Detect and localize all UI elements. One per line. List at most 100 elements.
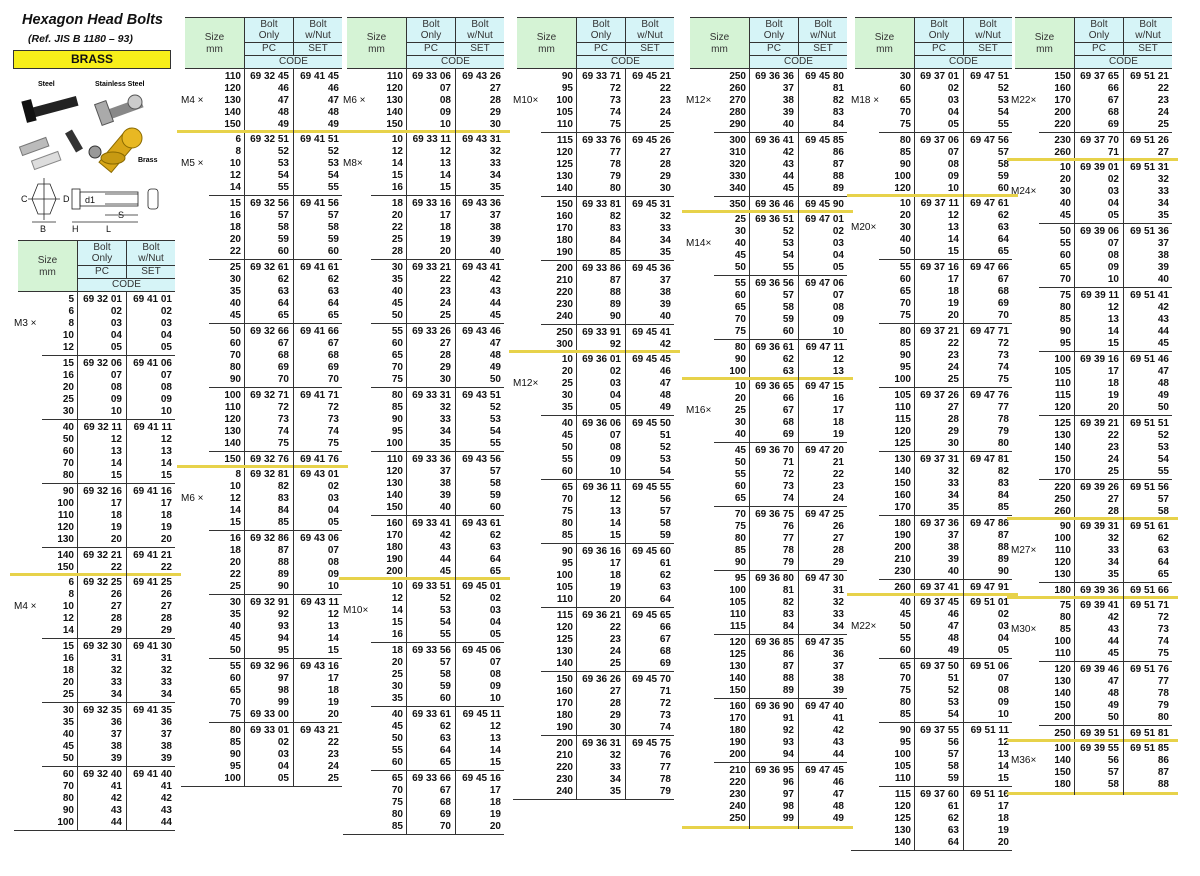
length-cell: 190 <box>556 722 573 733</box>
only-label: Only <box>763 30 785 41</box>
set-header: SET <box>455 42 504 55</box>
table-row: 180 69 39 36 69 51 66 <box>1015 585 1172 597</box>
bolt-with-nut-code-cell: 32 <box>1157 174 1169 185</box>
table-row: M22× 170 67 23 <box>1011 95 1172 107</box>
length-cell: 40 <box>62 422 74 433</box>
length-cell: 50 <box>62 434 74 445</box>
length-cell: 60 <box>734 481 746 492</box>
bolt-only-code-cell: 04 <box>277 761 289 772</box>
bolt-with-nut-code-cell: 15 <box>327 645 339 656</box>
size-group: 200 69 33 86 69 45 36 210 87 37 220 88 38 230 89 39… <box>541 260 674 324</box>
table-row: 80 69 37 06 69 47 56 <box>855 135 1012 147</box>
table-row: 85 32 52 <box>347 402 504 414</box>
table-row: 340 45 89 <box>690 183 847 195</box>
table-row: 210 69 36 95 69 47 45 <box>690 765 847 777</box>
only-label: Only <box>928 30 950 41</box>
table-row: 200 45 65 <box>347 566 504 578</box>
table-row: M5 × 10 53 53 <box>181 158 342 170</box>
table-row: 15 14 34 <box>347 170 504 182</box>
bolt-with-nut-code-cell: 38 <box>160 741 172 752</box>
table-row: 12 52 02 <box>347 593 504 605</box>
size-group: 250 69 36 36 69 45 80 260 37 81 M12× 270 38 82 280… <box>686 69 847 132</box>
size-group: 180 69 37 36 69 47 86 190 37 87 200 38 88 210 39 89… <box>879 515 1012 579</box>
table-row: 60 97 17 <box>185 673 342 685</box>
bolt-with-nut-code-cell: 47 <box>659 378 671 389</box>
bolt-only-code-cell: 04 <box>110 330 122 341</box>
bolt-only-code-cell: 18 <box>1107 378 1119 389</box>
bolt-only-code-cell: 38 <box>782 95 794 106</box>
bolt-with-nut-code-cell: 69 47 25 <box>805 509 844 520</box>
size-group: 40 69 32 11 69 41 11 50 12 12 60 13 13 70 14 14 80 15… <box>42 419 175 483</box>
table-row: 115 69 37 60 69 51 16 <box>855 789 1012 801</box>
bolt-only-code-cell: 28 <box>110 613 122 624</box>
table-row: 80 69 19 <box>347 809 504 821</box>
length-cell: 120 <box>556 622 573 633</box>
code-header: CODE <box>914 55 1012 69</box>
table-row: 85 22 72 <box>855 338 1012 350</box>
bolt-only-code-cell: 75 <box>609 119 621 130</box>
length-cell: 170 <box>894 502 911 513</box>
bolt-with-nut-code-cell: 31 <box>160 653 172 664</box>
bolt-with-nut-code-cell: 45 <box>1157 338 1169 349</box>
length-cell: 125 <box>894 813 911 824</box>
bolt-only-code-cell: 42 <box>782 147 794 158</box>
table-row: 170 83 33 <box>517 223 674 235</box>
bolt-with-nut-code-cell: 05 <box>160 342 172 353</box>
length-cell: 140 <box>224 107 241 118</box>
bolt-only-code-cell: 22 <box>1107 430 1119 441</box>
bolt-only-code-cell: 80 <box>609 183 621 194</box>
bolt-with-nut-code-cell: 75 <box>327 438 339 449</box>
length-cell: 140 <box>894 466 911 477</box>
length-cell: 60 <box>1059 250 1071 261</box>
bolt-with-nut-code-cell: 58 <box>997 159 1009 170</box>
size-group: 45 69 36 70 69 47 20 50 71 21 55 72 22 60 73 23 65 74… <box>714 442 847 506</box>
table-row: 14 55 55 <box>185 182 342 194</box>
length-cell: 14 <box>391 605 403 616</box>
table-row: 75 68 18 <box>347 797 504 809</box>
bolt-with-nut-code-cell: 19 <box>160 522 172 533</box>
bolt-with-nut-code-cell: 38 <box>1157 250 1169 261</box>
length-cell: 220 <box>556 762 573 773</box>
bolt-with-nut-code-cell: 69 51 11 <box>970 725 1009 736</box>
bolt-only-code-cell: 69 37 41 <box>920 582 959 593</box>
table-row: 12 54 54 <box>185 170 342 182</box>
bolt-with-nut-code-cell: 28 <box>160 613 172 624</box>
length-cell: 170 <box>1054 95 1071 106</box>
table-row: 70 04 54 <box>855 107 1012 119</box>
bolt-with-nut-code-cell: 12 <box>489 721 501 732</box>
length-cell: 60 <box>734 290 746 301</box>
table-row: 50 69 32 66 69 41 66 <box>185 326 342 338</box>
bolt-with-nut-code-cell: 69 43 41 <box>462 262 501 273</box>
length-cell: 25 <box>391 234 403 245</box>
table-row: 22 60 60 <box>185 246 342 258</box>
bolt-only-code-cell: 30 <box>947 438 959 449</box>
length-cell: 12 <box>391 593 403 604</box>
length-cell: 80 <box>734 342 746 353</box>
table-row: 80 14 58 <box>517 518 674 530</box>
table-row: 240 35 79 <box>517 786 674 798</box>
bolt-only-code-cell: 02 <box>609 366 621 377</box>
length-cell: 110 <box>386 71 403 82</box>
table-row: 260 37 81 <box>690 83 847 95</box>
table-row: 120 69 39 46 69 51 76 <box>1015 664 1172 676</box>
length-cell: 75 <box>734 521 746 532</box>
bolt-with-nut-code-cell: 43 <box>832 737 844 748</box>
size-code-table: Size mm Bolt Only Bolt w/Nut PC SET CODE 30 69 37 … <box>847 17 1018 851</box>
length-cell: 140 <box>57 550 74 561</box>
bolt-only-code-cell: 55 <box>439 629 451 640</box>
bolt-with-nut-code-cell: 69 41 01 <box>133 294 172 305</box>
bolt-with-nut-code-cell: 69 51 71 <box>1130 600 1169 611</box>
bolt-only-code-cell: 27 <box>439 338 451 349</box>
table-row: 70 68 68 <box>185 350 342 362</box>
length-cell: 70 <box>899 298 911 309</box>
length-cell: 10 <box>391 581 403 592</box>
bolt-with-nut-code-cell: 33 <box>1157 186 1169 197</box>
table-row: 18 32 32 <box>18 665 175 677</box>
table-row: 230 40 90 <box>855 566 1012 578</box>
table-row: 140 09 29 <box>347 107 504 119</box>
bolt-only-code-cell: 31 <box>110 653 122 664</box>
bolt-with-nut-code-cell: 37 <box>659 275 671 286</box>
table-row: 230 69 37 70 69 51 26 <box>1015 135 1172 147</box>
bolt-with-nut-code-cell: 69 41 40 <box>133 769 172 780</box>
size-group: 90 69 33 71 69 45 21 95 72 22 M10× 100 73 23 105 74… <box>513 69 674 132</box>
